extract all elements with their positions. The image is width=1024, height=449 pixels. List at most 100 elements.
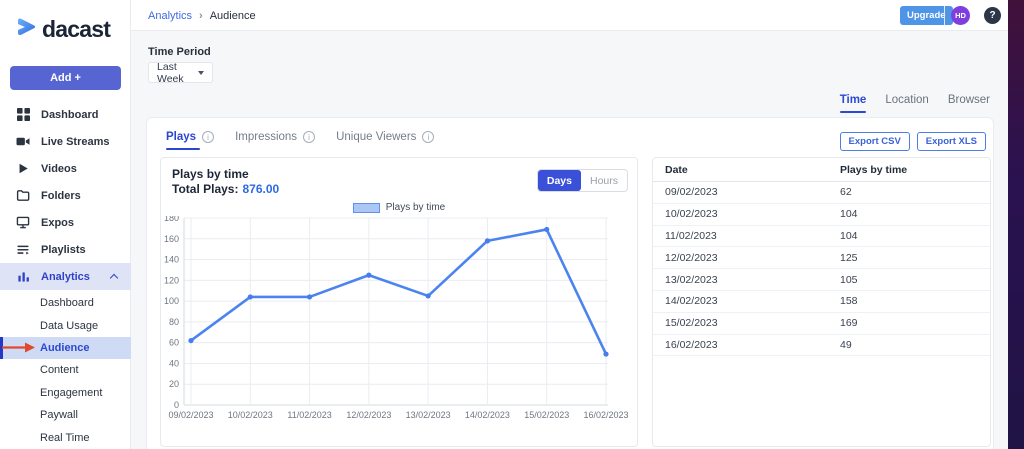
cell-plays: 49 <box>840 338 852 351</box>
time-period-label: Time Period <box>148 46 211 58</box>
legend-label: Plays by time <box>385 202 446 213</box>
sidebar-subitem-label: Data Usage <box>40 319 99 332</box>
sidebar-subitem-label: Engagement <box>40 386 103 399</box>
analytics-panel: Plays i Impressions i Unique Viewers i Export… <box>146 117 994 449</box>
dacast-logo-icon <box>13 14 39 45</box>
info-icon[interactable]: i <box>303 131 316 143</box>
sidebar-subitem-label: Real Time <box>40 431 90 444</box>
top-header: Analytics › Audience Upgrade HD ? <box>131 0 1008 31</box>
cell-date: 13/02/2023 <box>665 273 718 286</box>
sidebar-subitem-paywall[interactable]: Paywall <box>0 404 131 426</box>
tab-location[interactable]: Location <box>885 94 929 106</box>
sidebar-subitem-dashboard[interactable]: Dashboard <box>0 292 131 314</box>
metric-tab-unique-viewers[interactable]: Unique Viewers i <box>336 131 435 150</box>
info-icon[interactable]: i <box>422 131 435 143</box>
table-body: 09/02/2023 62 10/02/2023 104 11/02/2023 104 12… <box>653 182 990 357</box>
cell-date: 15/02/2023 <box>665 317 718 330</box>
cell-date: 11/02/2023 <box>665 229 717 242</box>
legend-swatch-icon <box>352 202 380 213</box>
content-area: Time Period Last Week Time Location Browse… <box>131 31 1008 449</box>
export-buttons: Export CSV Export XLS <box>839 132 986 151</box>
sidebar-subitem-engagement[interactable]: Engagement <box>0 382 131 404</box>
table-row: 14/02/2023 158 <box>653 291 990 313</box>
sidebar-subitem-audience[interactable]: Audience <box>0 336 131 360</box>
sidebar-item-live-streams[interactable]: Live Streams <box>0 128 131 155</box>
dashboard-icon <box>16 108 30 122</box>
table-column-date: Date <box>665 163 688 176</box>
table-column-plays: Plays by time <box>840 163 908 176</box>
table-row: 16/02/2023 49 <box>653 335 990 357</box>
sidebar-subitem-content[interactable]: Content <box>0 359 131 381</box>
sidebar-subitem-data-usage[interactable]: Data Usage <box>0 314 131 336</box>
dropdown-caret-icon <box>198 70 204 75</box>
svg-text:10/02/2023: 10/02/2023 <box>228 410 273 420</box>
dacast-logo: dacast <box>13 14 111 45</box>
upgrade-button[interactable]: Upgrade <box>900 6 953 25</box>
plays-line-chart: 0 20 40 60 80 100 120 140 160 180 09/02/2023 10/02/… <box>164 216 629 420</box>
cell-date: 09/02/2023 <box>665 186 718 199</box>
metric-tab-label: Impressions <box>235 131 298 143</box>
metric-tabs: Plays i Impressions i Unique Viewers i <box>166 131 435 150</box>
sidebar-item-label: Analytics <box>41 270 90 283</box>
cell-date: 14/02/2023 <box>665 295 718 308</box>
sidebar-subitem-real-time[interactable]: Real Time <box>0 426 131 448</box>
svg-text:0: 0 <box>174 400 179 410</box>
metric-tab-label: Plays <box>166 131 197 143</box>
table-row: 15/02/2023 169 <box>653 313 990 335</box>
table-header-row: Date Plays by time <box>653 158 990 182</box>
tab-time[interactable]: Time <box>839 94 866 113</box>
toggle-days[interactable]: Days <box>537 170 581 191</box>
playlist-icon <box>16 243 30 257</box>
sidebar-item-analytics[interactable]: Analytics <box>0 263 131 290</box>
export-csv-button[interactable]: Export CSV <box>839 132 910 151</box>
sidebar-item-folders[interactable]: Folders <box>0 182 131 209</box>
chart-title: Plays by time <box>172 167 249 181</box>
chart-total: Total Plays: 876.00 <box>172 182 279 196</box>
help-icon[interactable]: ? <box>984 7 1001 24</box>
monitor-icon <box>16 216 30 230</box>
export-xls-button[interactable]: Export XLS <box>916 132 986 151</box>
chevron-up-icon <box>109 273 119 283</box>
tab-browser[interactable]: Browser <box>947 94 990 106</box>
chart-legend: Plays by time <box>161 202 637 213</box>
sidebar: dacast Add + Dashboard Live Streams Videos… <box>0 0 131 449</box>
table-row: 13/02/2023 105 <box>653 269 990 291</box>
cell-plays: 62 <box>840 186 852 199</box>
svg-text:180: 180 <box>164 216 179 223</box>
sidebar-subitem-label: Audience <box>40 341 90 354</box>
cell-plays: 105 <box>840 273 858 286</box>
cell-date: 16/02/2023 <box>665 338 718 351</box>
time-period-dropdown[interactable]: Last Week <box>148 61 213 85</box>
chevron-right-icon: › <box>199 9 203 22</box>
breadcrumb-analytics-link[interactable]: Analytics <box>148 9 193 22</box>
table-row: 12/02/2023 125 <box>653 247 990 270</box>
metric-tab-impressions[interactable]: Impressions i <box>235 131 316 150</box>
svg-text:13/02/2023: 13/02/2023 <box>406 410 451 420</box>
svg-text:100: 100 <box>164 296 179 306</box>
sidebar-item-playlists[interactable]: Playlists <box>0 236 131 263</box>
camera-icon <box>16 135 30 149</box>
add-button[interactable]: Add + <box>10 66 121 90</box>
cell-plays: 169 <box>840 317 858 330</box>
svg-text:11/02/2023: 11/02/2023 <box>287 410 331 420</box>
table-row: 09/02/2023 62 <box>653 182 990 204</box>
sidebar-item-dashboard[interactable]: Dashboard <box>0 101 131 128</box>
bar-chart-icon <box>16 270 30 284</box>
header-divider <box>944 6 945 25</box>
annotation-arrow-icon <box>2 342 35 353</box>
sidebar-item-expos[interactable]: Expos <box>0 209 131 236</box>
cell-plays: 104 <box>840 229 858 242</box>
svg-text:14/02/2023: 14/02/2023 <box>465 410 510 420</box>
avatar[interactable]: HD <box>951 6 970 25</box>
metric-tab-plays[interactable]: Plays i <box>166 131 215 150</box>
sidebar-item-label: Playlists <box>41 243 86 256</box>
breadcrumb-current: Audience <box>209 9 256 22</box>
toggle-hours[interactable]: Hours <box>589 174 618 187</box>
cell-plays: 104 <box>840 208 858 221</box>
table-row: 11/02/2023 104 <box>653 226 990 248</box>
info-icon[interactable]: i <box>202 131 215 143</box>
sidebar-nav: Dashboard Live Streams Videos Folders Expos P… <box>0 101 131 290</box>
logo-text: dacast <box>42 16 111 42</box>
sidebar-item-videos[interactable]: Videos <box>0 155 131 182</box>
sidebar-analytics-subnav: Dashboard Data Usage Audience Content Engage… <box>0 292 131 449</box>
